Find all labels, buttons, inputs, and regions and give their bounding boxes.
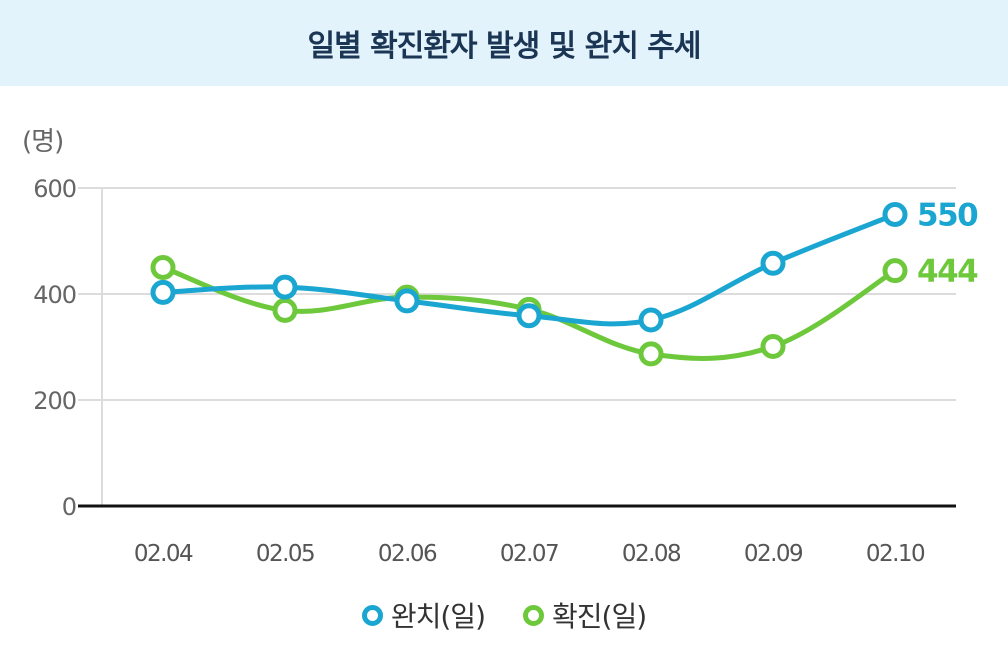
x-tick-label: 02.04 (134, 541, 193, 567)
x-tick-label: 02.10 (866, 541, 925, 567)
data-point (638, 341, 664, 367)
y-tick-label: 0 (62, 493, 76, 521)
x-tick-label: 02.05 (256, 541, 314, 567)
y-tick-label: 400 (33, 281, 76, 309)
x-tick-label: 02.07 (500, 541, 558, 567)
data-point (516, 303, 542, 329)
legend-marker-recovered (361, 604, 383, 626)
legend-marker-confirmed (523, 604, 544, 626)
legend-label-recovered: 완치(일) (390, 600, 486, 633)
x-tick-label: 02.09 (744, 541, 803, 567)
y-unit-label: (명) (22, 127, 63, 157)
end-value-label: 550 (917, 198, 978, 234)
data-point (150, 279, 176, 305)
legend-item-confirmed[interactable]: 확진(일) (523, 595, 647, 635)
data-point (394, 288, 420, 314)
y-tick-label: 200 (33, 387, 76, 415)
data-point (638, 307, 664, 333)
end-value-label: 444 (917, 254, 978, 290)
data-point (760, 250, 786, 276)
data-point (760, 333, 786, 359)
legend-label-confirmed: 확진(일) (552, 600, 647, 633)
legend-item-recovered[interactable]: 완치(일) (361, 595, 486, 635)
data-point (150, 255, 176, 280)
title-bar: 일별 확진환자 발생 및 완치 추세 (0, 0, 1008, 86)
chart-title: 일별 확진환자 발생 및 완치 추세 (307, 29, 701, 64)
x-tick-label: 02.06 (378, 541, 437, 567)
data-point (272, 274, 298, 300)
data-point (882, 258, 908, 284)
x-tick-label: 02.08 (622, 541, 681, 567)
data-point (272, 297, 298, 323)
legend: 완치(일) 확진(일) (0, 592, 1008, 638)
y-tick-label: 600 (33, 175, 76, 203)
data-point (882, 202, 908, 227)
